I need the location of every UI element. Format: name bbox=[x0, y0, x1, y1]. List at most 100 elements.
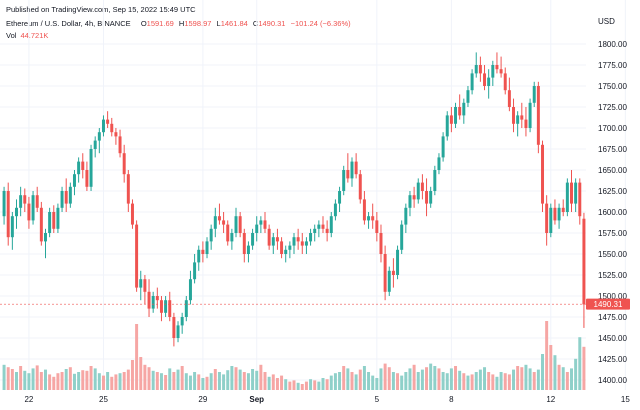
y-tick-label: 1650.00 bbox=[598, 166, 627, 175]
candle bbox=[193, 254, 197, 284]
candle bbox=[15, 199, 18, 229]
candle-body bbox=[321, 224, 325, 229]
candle bbox=[155, 287, 159, 309]
candle-body bbox=[77, 161, 81, 175]
volume-bar bbox=[441, 372, 445, 390]
volume-bar bbox=[387, 367, 391, 390]
candle bbox=[292, 233, 296, 254]
candle-body bbox=[238, 216, 242, 233]
x-tick-label: 15 bbox=[621, 395, 630, 404]
candle bbox=[425, 178, 429, 217]
chart-grid bbox=[0, 0, 626, 390]
candle bbox=[6, 182, 10, 246]
candle bbox=[346, 153, 350, 183]
candle bbox=[168, 291, 172, 322]
volume-bar bbox=[321, 378, 325, 390]
candle bbox=[259, 216, 263, 233]
candle bbox=[172, 312, 176, 347]
volume-bar bbox=[503, 373, 507, 390]
volume-bar bbox=[358, 369, 362, 390]
volume-bar bbox=[313, 380, 317, 390]
candle-body bbox=[387, 270, 391, 292]
open-value: 1591.69 bbox=[146, 19, 174, 28]
x-tick-label: Sep bbox=[249, 395, 264, 404]
candle bbox=[184, 296, 188, 322]
candle bbox=[545, 195, 549, 246]
volume-bar bbox=[383, 363, 387, 390]
candle-body bbox=[396, 249, 400, 275]
candle-body bbox=[524, 119, 528, 128]
candle bbox=[81, 153, 85, 179]
y-tick-label: 1700.00 bbox=[598, 124, 627, 133]
candle bbox=[362, 191, 366, 225]
volume-bar bbox=[263, 372, 267, 390]
candle-body bbox=[350, 161, 354, 179]
volume-bar bbox=[354, 374, 358, 390]
candle-body bbox=[222, 220, 226, 225]
candle bbox=[304, 237, 308, 254]
candle bbox=[72, 170, 76, 196]
candle bbox=[441, 132, 445, 162]
candle-body bbox=[139, 279, 143, 288]
candle-body bbox=[416, 182, 420, 200]
volume-bar bbox=[271, 374, 275, 390]
candle bbox=[246, 241, 250, 263]
candle bbox=[284, 245, 288, 263]
last-price-label: 1490.31 bbox=[594, 300, 623, 309]
candle-body bbox=[478, 65, 482, 74]
volume-bar bbox=[188, 375, 192, 390]
candle bbox=[52, 205, 56, 233]
volume-bar bbox=[478, 369, 482, 390]
close-label: C bbox=[252, 19, 259, 28]
candle bbox=[342, 165, 346, 196]
symbol-name: Ethereum / U.S. Dollar, 4h, BINANCE bbox=[6, 19, 131, 28]
volume-bar bbox=[429, 363, 433, 390]
volume-label: Vol bbox=[6, 31, 17, 40]
volume-bar bbox=[155, 372, 159, 390]
volume-bar bbox=[143, 364, 147, 390]
candle-body bbox=[371, 216, 375, 221]
candle bbox=[582, 212, 586, 328]
volume-bar bbox=[2, 364, 6, 390]
y-tick-label: 1675.00 bbox=[598, 145, 627, 154]
candle-body bbox=[582, 218, 586, 305]
candle-body bbox=[155, 296, 159, 301]
volume-bar bbox=[412, 364, 416, 390]
candle-body bbox=[31, 195, 35, 221]
candle bbox=[130, 199, 134, 229]
volume-bar bbox=[445, 373, 449, 390]
candle bbox=[507, 77, 511, 112]
candle-body bbox=[536, 86, 540, 145]
volume-bar bbox=[110, 376, 114, 390]
y-tick-label: 1625.00 bbox=[598, 187, 627, 196]
volume-bar bbox=[151, 370, 155, 390]
volume-bar bbox=[15, 372, 18, 390]
candle bbox=[404, 203, 408, 233]
candle bbox=[412, 186, 416, 208]
volume-bar bbox=[118, 373, 122, 390]
candle-body bbox=[230, 233, 234, 242]
candle-body bbox=[122, 153, 126, 175]
volume-bar bbox=[396, 373, 400, 390]
candle-body bbox=[375, 220, 379, 233]
volume-bar bbox=[524, 364, 528, 390]
volume-bar bbox=[449, 368, 453, 390]
candle bbox=[147, 279, 151, 317]
candle-body bbox=[118, 136, 122, 154]
candle bbox=[437, 153, 441, 175]
candle-body bbox=[193, 262, 197, 280]
volume-bar bbox=[404, 372, 408, 390]
candle-body bbox=[81, 161, 85, 170]
candle-body bbox=[209, 228, 213, 242]
candle bbox=[371, 203, 375, 229]
volume-bar bbox=[350, 372, 354, 390]
volume-bar bbox=[325, 379, 329, 390]
candle bbox=[317, 220, 321, 238]
candle bbox=[242, 228, 246, 263]
candle bbox=[329, 212, 333, 238]
volume-bar bbox=[122, 372, 126, 390]
candle bbox=[553, 199, 557, 225]
volume-bar bbox=[275, 378, 279, 390]
volume-bar bbox=[491, 374, 495, 390]
